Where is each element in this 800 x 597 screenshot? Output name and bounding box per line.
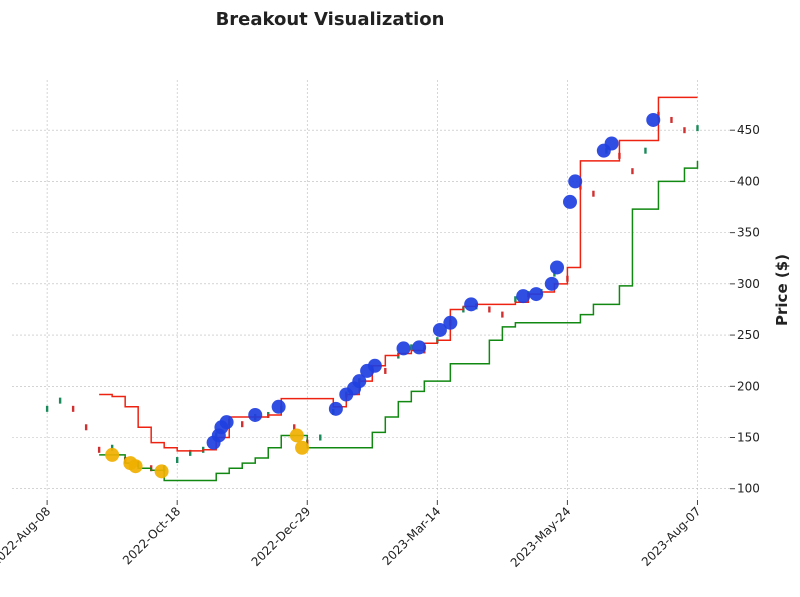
price-bar	[45, 405, 49, 412]
price-bar	[97, 446, 101, 453]
price-bar	[670, 116, 673, 123]
price-bar	[410, 344, 413, 351]
x-tick-label: 2022-Aug-08	[0, 504, 53, 569]
price-bar	[71, 405, 75, 412]
x-tick-label: 2022-Oct-18	[120, 504, 183, 567]
x-tick-label: 2022-Dec-29	[249, 504, 314, 569]
price-bar	[84, 424, 88, 431]
price-bar	[683, 127, 686, 134]
price-bar	[58, 397, 62, 404]
breakout-marker	[352, 374, 367, 389]
breakout-marker	[563, 194, 578, 209]
breakout-marker	[646, 112, 661, 127]
price-bar	[592, 190, 595, 197]
price-bar	[110, 444, 114, 451]
y-tick-label: 300	[737, 277, 760, 291]
x-tick-label: 2023-Mar-14	[380, 504, 444, 568]
breakout-marker	[367, 358, 382, 373]
level-line	[99, 96, 698, 452]
y-tick-label: 400	[737, 174, 760, 188]
breakout-marker	[271, 399, 286, 414]
y-axis-label: Price ($)	[773, 254, 791, 326]
y-tick-label: 150	[737, 431, 760, 445]
breakout-marker	[295, 440, 310, 455]
price-bar	[241, 421, 244, 428]
price-bar	[488, 306, 491, 313]
price-bar	[514, 296, 517, 303]
breakout-marker	[248, 407, 263, 422]
breakout-marker	[550, 260, 565, 275]
breakout-marker	[544, 276, 559, 291]
breakout-marker	[412, 340, 427, 355]
price-bar	[293, 424, 296, 431]
x-tick-label: 2023-May-24	[508, 504, 574, 570]
breakout-marker	[516, 289, 531, 304]
y-tick-label: 100	[737, 482, 760, 496]
breakout-marker	[464, 297, 479, 312]
y-tick-label: 350	[737, 226, 760, 240]
price-bar	[175, 457, 179, 464]
breakout-marker	[105, 447, 120, 462]
price-bar	[384, 367, 387, 374]
x-tick-label: 2023-Aug-07	[639, 504, 704, 569]
price-bar	[501, 311, 504, 318]
chart-title: Breakout Visualization	[216, 9, 445, 30]
y-tick-label: 250	[737, 328, 760, 342]
price-bar	[644, 147, 647, 154]
breakout-marker	[568, 174, 583, 189]
y-tick-label: 450	[737, 123, 760, 137]
breakout-marker	[154, 464, 169, 479]
price-bar	[319, 434, 322, 441]
breakout-marker	[219, 415, 234, 430]
breakout-marker	[443, 315, 458, 330]
breakout-marker	[396, 341, 411, 356]
price-bar	[188, 449, 192, 456]
level-line	[99, 160, 699, 482]
breakout-marker	[604, 136, 619, 151]
y-tick-label: 200	[737, 379, 760, 393]
breakout-marker	[529, 287, 544, 302]
breakout-marker	[289, 428, 304, 443]
breakout-marker	[128, 459, 143, 474]
breakout-marker	[432, 322, 447, 337]
breakout-marker	[328, 401, 343, 416]
price-bar	[631, 168, 634, 175]
price-bar	[696, 125, 699, 132]
